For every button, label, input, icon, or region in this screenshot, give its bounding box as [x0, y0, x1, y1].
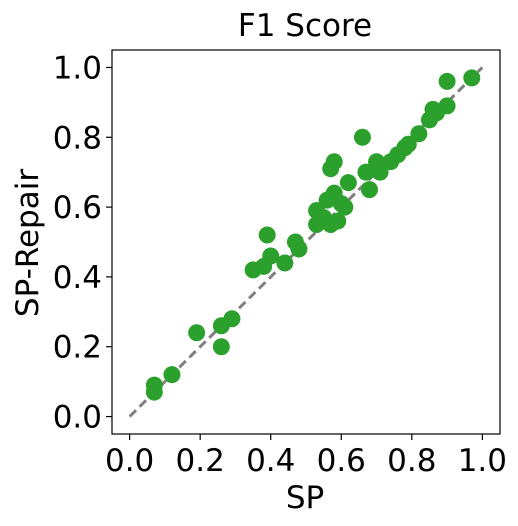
data-point — [329, 212, 347, 230]
data-point — [339, 174, 357, 192]
data-point — [410, 125, 428, 143]
data-point — [357, 163, 375, 181]
data-point — [223, 310, 241, 328]
data-point — [188, 324, 206, 342]
data-point — [262, 247, 280, 265]
data-point — [371, 163, 389, 181]
x-tick-label: 0.2 — [176, 443, 225, 479]
data-point — [325, 153, 343, 171]
data-point — [399, 135, 417, 153]
plot-frame — [111, 49, 501, 435]
x-tick-label: 0.8 — [387, 443, 436, 479]
data-point — [163, 366, 181, 384]
data-point — [258, 226, 276, 244]
y-tick-label: 0.2 — [53, 330, 102, 366]
data-point — [290, 240, 308, 258]
y-axis-label: SP-Repair — [10, 169, 46, 317]
chart-title: F1 Score — [238, 8, 372, 44]
x-axis-label: SP — [286, 480, 324, 516]
y-tick-label: 0.0 — [53, 400, 102, 436]
x-tick-label: 0.6 — [317, 443, 366, 479]
y-tick-label: 1.0 — [53, 50, 102, 86]
y-tick-label: 0.4 — [53, 260, 102, 296]
data-point — [438, 72, 456, 90]
data-point — [276, 254, 294, 272]
data-point — [360, 181, 378, 199]
data-point — [212, 338, 230, 356]
data-point — [336, 198, 354, 216]
x-tick-label: 1.0 — [458, 443, 507, 479]
x-tick-label: 0.0 — [105, 443, 154, 479]
y-tick-label: 0.6 — [53, 190, 102, 226]
data-point — [438, 97, 456, 115]
y-tick-label: 0.8 — [53, 120, 102, 156]
data-point — [353, 128, 371, 146]
plot-area: 0.0 0.2 0.4 0.6 0.8 1.0 0.0 0.2 0.4 0.6 0.8 1.0 — [53, 49, 507, 479]
data-point — [463, 69, 481, 87]
data-point — [145, 383, 163, 401]
x-tick-label: 0.4 — [246, 443, 295, 479]
